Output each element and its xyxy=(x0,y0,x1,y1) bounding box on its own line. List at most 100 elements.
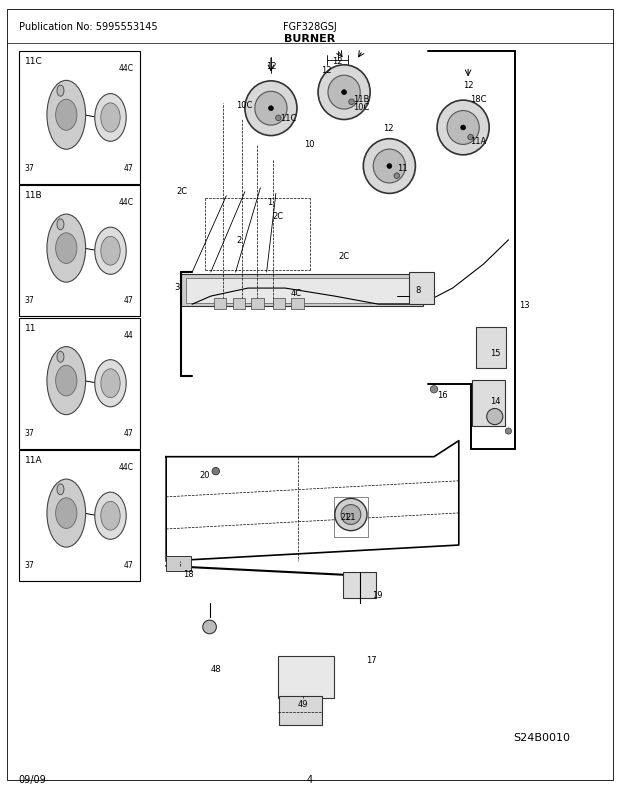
Ellipse shape xyxy=(101,370,120,398)
Text: BURNER: BURNER xyxy=(285,34,335,43)
Text: 10C: 10C xyxy=(353,103,370,112)
Text: 14: 14 xyxy=(490,396,500,406)
Bar xyxy=(334,497,368,537)
Text: Publication No: 5995553145: Publication No: 5995553145 xyxy=(19,22,157,32)
Bar xyxy=(214,298,226,310)
Text: 12: 12 xyxy=(383,124,394,133)
Bar xyxy=(19,451,140,581)
Text: 12: 12 xyxy=(321,66,332,75)
Ellipse shape xyxy=(348,100,355,105)
Text: 13: 13 xyxy=(520,300,530,310)
Ellipse shape xyxy=(56,100,77,132)
Text: 44C: 44C xyxy=(118,198,133,207)
Ellipse shape xyxy=(430,386,438,394)
Ellipse shape xyxy=(47,347,86,415)
Text: 4C: 4C xyxy=(290,289,301,298)
Ellipse shape xyxy=(101,237,120,265)
Ellipse shape xyxy=(394,174,400,179)
Text: 8: 8 xyxy=(415,286,421,295)
Bar xyxy=(232,298,245,310)
Bar xyxy=(19,186,140,317)
Ellipse shape xyxy=(47,81,86,150)
Text: 18C: 18C xyxy=(470,95,487,104)
Bar xyxy=(279,696,322,725)
Ellipse shape xyxy=(335,499,367,531)
Bar xyxy=(273,298,285,310)
Ellipse shape xyxy=(57,86,64,97)
Ellipse shape xyxy=(57,352,64,363)
Bar xyxy=(278,656,334,698)
Text: 11: 11 xyxy=(25,323,37,332)
Text: 11B: 11B xyxy=(353,95,370,104)
Text: 11C: 11C xyxy=(25,57,43,66)
Text: 37: 37 xyxy=(25,428,35,437)
Bar xyxy=(186,279,418,303)
Text: 19: 19 xyxy=(372,590,383,600)
Text: 44: 44 xyxy=(123,330,133,339)
Ellipse shape xyxy=(245,82,297,136)
Text: FGF328GSJ: FGF328GSJ xyxy=(283,22,337,32)
Ellipse shape xyxy=(95,228,126,275)
Bar xyxy=(476,327,506,369)
Text: 47: 47 xyxy=(123,164,133,172)
Text: 11C: 11C xyxy=(280,114,296,124)
Ellipse shape xyxy=(387,164,392,169)
Text: 17: 17 xyxy=(366,654,376,664)
Text: 09/09: 09/09 xyxy=(19,775,46,784)
Ellipse shape xyxy=(56,366,77,396)
Text: 47: 47 xyxy=(123,428,133,437)
Bar xyxy=(19,52,140,184)
Text: 2C: 2C xyxy=(176,186,187,196)
Bar xyxy=(19,318,140,449)
Ellipse shape xyxy=(47,480,86,548)
Text: 1: 1 xyxy=(268,197,273,207)
Text: 2: 2 xyxy=(237,236,242,245)
Text: 16: 16 xyxy=(437,390,448,399)
Text: S24B0010: S24B0010 xyxy=(513,732,570,742)
Ellipse shape xyxy=(268,107,273,111)
Text: 37: 37 xyxy=(25,296,35,305)
Text: 2C: 2C xyxy=(338,252,349,261)
Ellipse shape xyxy=(95,360,126,407)
Bar xyxy=(166,557,191,571)
Ellipse shape xyxy=(57,220,64,230)
Ellipse shape xyxy=(341,505,361,525)
Text: 12: 12 xyxy=(463,81,473,90)
Ellipse shape xyxy=(95,492,126,540)
Ellipse shape xyxy=(447,111,479,145)
Ellipse shape xyxy=(275,116,281,121)
Text: 21: 21 xyxy=(346,512,356,521)
Ellipse shape xyxy=(328,76,360,110)
Ellipse shape xyxy=(101,502,120,530)
Ellipse shape xyxy=(487,409,503,425)
Text: 15: 15 xyxy=(490,348,500,358)
Text: 11B: 11B xyxy=(25,191,42,200)
Ellipse shape xyxy=(505,428,511,435)
Text: 21: 21 xyxy=(340,512,350,521)
Text: 20: 20 xyxy=(199,470,210,480)
Text: 10C: 10C xyxy=(237,101,253,111)
Text: 37: 37 xyxy=(25,561,35,569)
Ellipse shape xyxy=(373,150,405,184)
Text: 47: 47 xyxy=(123,296,133,305)
Ellipse shape xyxy=(467,136,474,140)
Ellipse shape xyxy=(437,101,489,156)
Ellipse shape xyxy=(212,468,219,476)
Ellipse shape xyxy=(101,103,120,133)
Ellipse shape xyxy=(47,215,86,283)
Bar xyxy=(181,274,423,306)
Ellipse shape xyxy=(461,126,466,131)
Text: 44C: 44C xyxy=(118,463,133,472)
Text: 44C: 44C xyxy=(118,64,133,73)
Text: 3: 3 xyxy=(174,282,180,292)
Ellipse shape xyxy=(363,140,415,194)
Bar xyxy=(251,298,264,310)
Text: 11A: 11A xyxy=(470,136,486,146)
Text: 37: 37 xyxy=(25,164,35,172)
Ellipse shape xyxy=(342,91,347,95)
Ellipse shape xyxy=(95,95,126,142)
Text: 12: 12 xyxy=(332,56,342,66)
Text: 11A: 11A xyxy=(25,456,42,464)
Ellipse shape xyxy=(318,66,370,120)
Bar xyxy=(343,573,376,598)
